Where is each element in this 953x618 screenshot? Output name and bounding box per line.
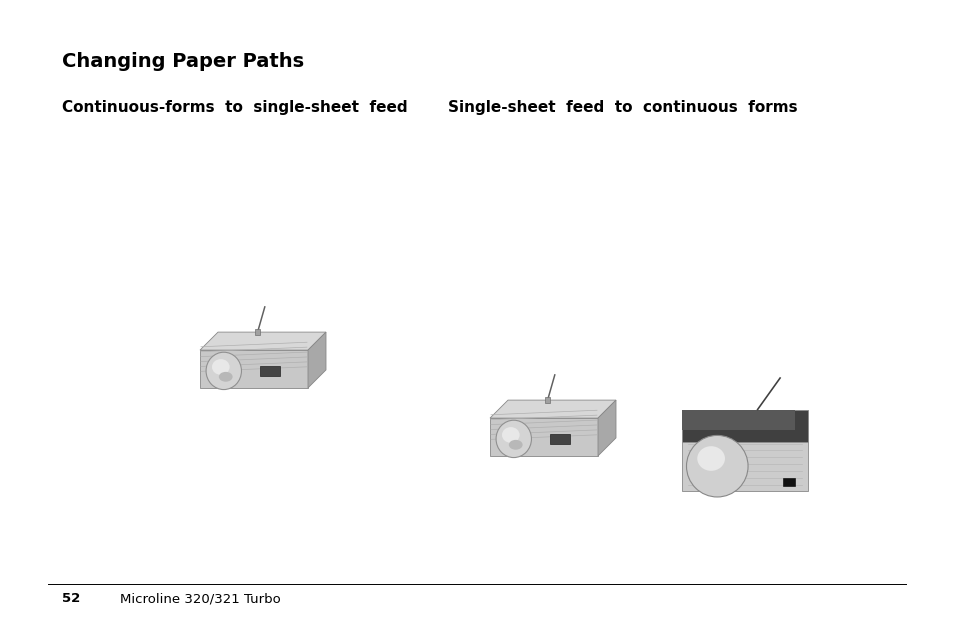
Polygon shape [490,400,616,418]
Ellipse shape [218,372,233,382]
Text: 52: 52 [62,592,80,605]
Polygon shape [200,350,308,388]
Ellipse shape [508,440,522,450]
Ellipse shape [496,420,531,457]
Ellipse shape [501,427,519,443]
Bar [782,478,795,486]
Text: Microline 320/321 Turbo: Microline 320/321 Turbo [120,592,280,605]
Ellipse shape [212,359,230,375]
Polygon shape [681,410,795,430]
Bar [254,329,260,335]
Text: Single-sheet  feed  to  continuous  forms: Single-sheet feed to continuous forms [448,100,797,115]
Bar [260,366,279,376]
Polygon shape [681,410,807,442]
Text: Continuous-forms  to  single-sheet  feed: Continuous-forms to single-sheet feed [62,100,407,115]
Polygon shape [308,332,326,388]
Polygon shape [598,400,616,456]
Bar [544,397,550,403]
Bar [550,434,569,444]
Ellipse shape [206,352,241,389]
Polygon shape [490,418,598,456]
Polygon shape [200,332,326,350]
Polygon shape [681,442,807,491]
Ellipse shape [686,436,747,497]
Text: Changing Paper Paths: Changing Paper Paths [62,52,304,71]
Ellipse shape [697,446,724,471]
